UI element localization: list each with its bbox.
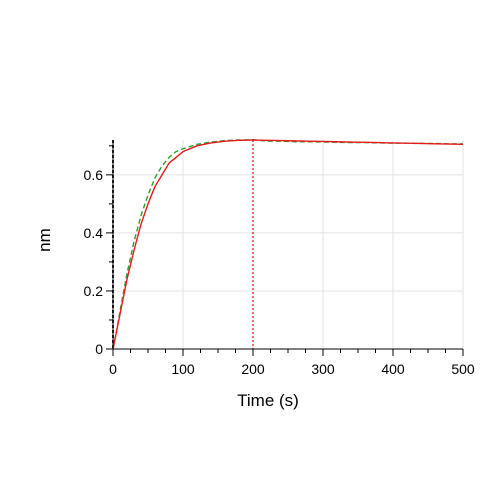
tick-labels: 0 100 200 300 400 500 0 0.2 0.4 0.6	[84, 167, 475, 377]
x-axis-title: Time (s)	[237, 391, 299, 410]
x-tick-label: 100	[171, 361, 195, 377]
y-tick-label: 0.2	[84, 283, 104, 299]
series-lines	[112, 139, 464, 350]
y-tick-label: 0	[95, 341, 103, 357]
x-tick-label: 500	[451, 361, 475, 377]
grid	[113, 140, 464, 349]
x-tick-label: 400	[381, 361, 405, 377]
series-line-2	[112, 139, 464, 350]
y-tick-label: 0.4	[84, 225, 104, 241]
vertical-markers	[112, 140, 254, 349]
x-tick-label: 200	[241, 361, 265, 377]
y-axis-title: nm	[35, 228, 54, 252]
axes	[106, 140, 464, 356]
y-tick-label: 0.6	[84, 167, 104, 183]
x-tick-label: 0	[109, 361, 117, 377]
x-tick-label: 300	[311, 361, 335, 377]
